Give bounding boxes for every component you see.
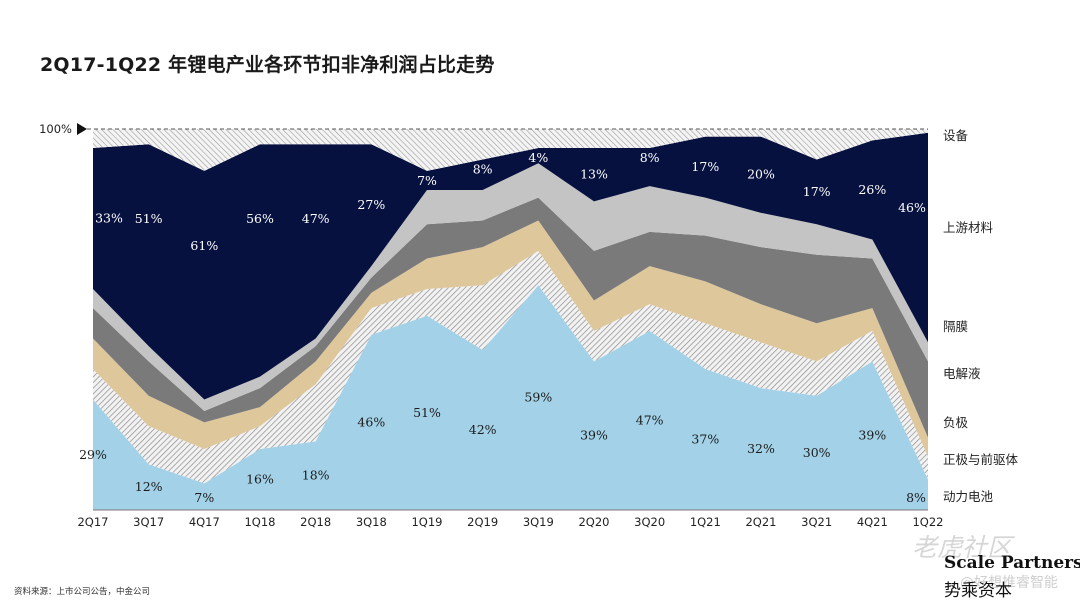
- label-upstream-3Q20: 8%: [640, 150, 660, 165]
- area-动力电池: [93, 285, 928, 510]
- label-upstream-2Q21: 20%: [747, 167, 775, 182]
- area-上游材料: [93, 132, 928, 400]
- label-battery-2Q17: 29%: [79, 447, 107, 462]
- label-upstream-2Q17: 33%: [95, 211, 123, 226]
- source-note: 资料来源：上市公司公告，中金公司: [14, 587, 151, 597]
- label-battery-1Q19: 51%: [413, 405, 441, 420]
- x-tick-3Q19: 3Q19: [523, 515, 554, 529]
- label-upstream-1Q21: 17%: [691, 159, 719, 174]
- label-upstream-3Q21: 17%: [803, 184, 831, 199]
- x-tick-3Q18: 3Q18: [356, 515, 387, 529]
- x-tick-1Q19: 1Q19: [411, 515, 442, 529]
- x-tick-3Q21: 3Q21: [801, 515, 832, 529]
- label-upstream-2Q19: 8%: [473, 161, 493, 176]
- label-battery-1Q22: 8%: [906, 490, 926, 505]
- label-battery-4Q17: 7%: [194, 490, 214, 505]
- x-tick-2Q20: 2Q20: [578, 515, 609, 529]
- x-tick-3Q20: 3Q20: [634, 515, 665, 529]
- watermark-sub: @好想推睿智能: [960, 575, 1058, 591]
- label-battery-2Q19: 42%: [469, 422, 497, 437]
- label-battery-3Q20: 47%: [636, 412, 664, 427]
- x-tick-2Q18: 2Q18: [300, 515, 331, 529]
- label-upstream-3Q18: 27%: [357, 197, 385, 212]
- legend-电解液: 电解液: [943, 366, 981, 381]
- legend-负极: 负极: [943, 415, 969, 430]
- y-max-arrow: [77, 123, 87, 135]
- legend-设备: 设备: [943, 128, 969, 143]
- label-upstream-1Q19: 7%: [417, 173, 437, 188]
- x-tick-1Q18: 1Q18: [244, 515, 275, 529]
- area-负极: [93, 220, 928, 457]
- x-tick-4Q21: 4Q21: [857, 515, 888, 529]
- label-battery-2Q21: 32%: [747, 441, 775, 456]
- x-tick-2Q17: 2Q17: [77, 515, 108, 529]
- x-tick-2Q19: 2Q19: [467, 515, 498, 529]
- y-max-label: 100%: [39, 122, 72, 136]
- label-upstream-4Q21: 26%: [858, 182, 886, 197]
- legend-正极与前驱体: 正极与前驱体: [943, 452, 1019, 467]
- watermark-main: 老虎社区: [912, 533, 1013, 562]
- label-battery-1Q18: 16%: [246, 472, 274, 487]
- label-battery-4Q21: 39%: [858, 428, 886, 443]
- x-tick-1Q21: 1Q21: [690, 515, 721, 529]
- area-电解液: [93, 197, 928, 438]
- legend-隔膜: 隔膜: [943, 319, 968, 334]
- label-battery-2Q20: 39%: [580, 428, 608, 443]
- area-隔膜: [93, 163, 928, 411]
- label-battery-2Q18: 18%: [302, 468, 330, 483]
- label-upstream-1Q22: 46%: [898, 200, 926, 215]
- label-upstream-3Q17: 51%: [135, 211, 163, 226]
- x-tick-4Q17: 4Q17: [189, 515, 220, 529]
- label-upstream-3Q19: 4%: [528, 150, 548, 165]
- label-battery-1Q21: 37%: [691, 432, 719, 447]
- label-battery-3Q17: 12%: [135, 479, 163, 494]
- label-upstream-2Q20: 13%: [580, 167, 608, 182]
- legend-动力电池: 动力电池: [943, 489, 994, 504]
- label-upstream-2Q18: 47%: [302, 211, 330, 226]
- chart-title: 2Q17-1Q22 年锂电产业各环节扣非净利润占比走势: [40, 54, 495, 76]
- brand-name-en: Scale Partners: [944, 553, 1080, 573]
- label-battery-3Q18: 46%: [357, 414, 385, 429]
- label-upstream-1Q18: 56%: [246, 211, 274, 226]
- label-battery-3Q21: 30%: [803, 445, 831, 460]
- x-tick-3Q17: 3Q17: [133, 515, 164, 529]
- legend-上游材料: 上游材料: [943, 220, 994, 235]
- x-tick-2Q21: 2Q21: [745, 515, 776, 529]
- brand-name-cn: 势乘资本: [944, 581, 1012, 601]
- area-设备: [93, 129, 928, 171]
- area-正极与前驱体: [93, 250, 928, 484]
- label-battery-3Q19: 59%: [524, 390, 552, 405]
- x-tick-1Q22: 1Q22: [912, 515, 943, 529]
- label-upstream-4Q17: 61%: [190, 238, 218, 253]
